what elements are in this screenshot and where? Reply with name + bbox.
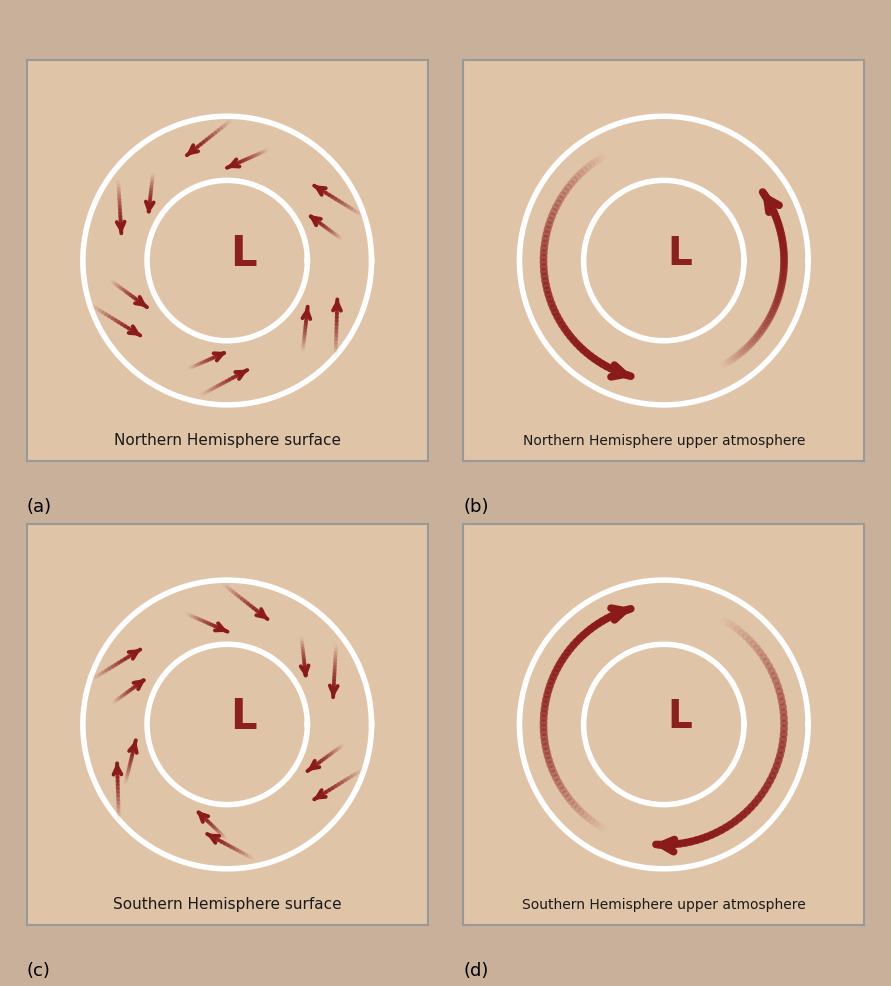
Text: (d): (d): [463, 961, 488, 979]
Text: L: L: [667, 235, 692, 272]
Text: Northern Hemisphere surface: Northern Hemisphere surface: [114, 433, 340, 448]
Text: Southern Hemisphere upper atmosphere: Southern Hemisphere upper atmosphere: [522, 897, 805, 911]
Text: (b): (b): [463, 498, 489, 516]
Text: Northern Hemisphere upper atmosphere: Northern Hemisphere upper atmosphere: [523, 434, 805, 448]
Text: L: L: [230, 233, 257, 274]
Text: Southern Hemisphere surface: Southern Hemisphere surface: [113, 896, 341, 911]
Text: (c): (c): [27, 961, 51, 979]
Text: (a): (a): [27, 498, 52, 516]
Text: L: L: [230, 696, 257, 738]
Text: L: L: [667, 698, 692, 736]
